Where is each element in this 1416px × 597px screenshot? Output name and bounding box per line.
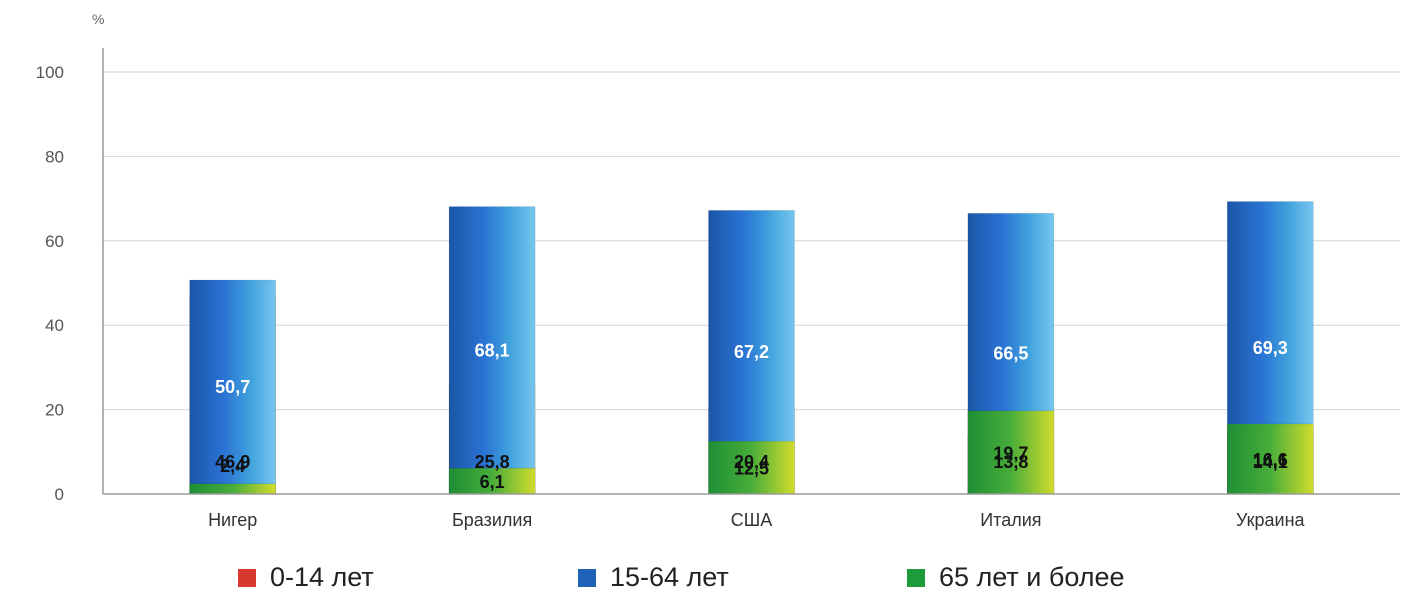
data-label: 2,4 [220,456,245,476]
legend-item-15-64: 15-64 лет [578,562,729,593]
x-tick-label: Украина [1236,510,1306,530]
legend-swatch-red [238,568,256,587]
data-label: 14,1 [1253,452,1288,472]
data-label: 66,5 [993,344,1028,364]
y-tick-label: 100 [36,63,64,82]
stacked-bar-chart: % 0 20 40 60 80 100 46,9 50,7 2,4 25,8 68,1 6,1 20,… [36,11,1400,530]
data-label: 6,1 [480,472,505,492]
y-tick-label: 0 [55,485,64,504]
y-tick-label: 40 [45,316,64,335]
legend-label: 65 лет и более [939,562,1125,592]
y-tick-label: 60 [45,232,64,251]
data-label: 25,8 [475,452,510,472]
legend-swatch-green [907,568,925,587]
bar-segment-65-plus [967,410,1055,495]
data-label: 12,5 [734,459,769,479]
bar-segment-15-64 [189,279,276,495]
y-unit-label: % [92,11,104,27]
bar-segment-15-64 [448,206,536,495]
data-label: 46,9 [215,452,250,472]
legend-label: 0-14 лет [270,562,374,592]
y-tick-label: 80 [45,147,64,166]
legend-item-65-plus: 65 лет и более [907,562,1125,593]
bars [189,201,1314,495]
x-tick-label: Нигер [208,510,257,530]
data-label: 19,7 [993,443,1028,463]
data-label: 68,1 [475,340,510,360]
data-label: 13,8 [993,452,1028,472]
bar-segment-65-plus [708,440,795,495]
x-tick-label: США [731,510,773,530]
data-label: 69,3 [1253,338,1288,358]
legend-swatch-blue [578,568,596,587]
y-axis-ticks: 0 20 40 60 80 100 [36,63,64,504]
legend-item-0-14: 0-14 лет [238,562,374,593]
x-tick-label: Бразилия [452,510,532,530]
data-label: 67,2 [734,342,769,362]
x-tick-label: Италия [980,510,1041,530]
data-label: 16,6 [1253,450,1288,470]
data-label: 20,4 [734,452,769,472]
data-label: 50,7 [215,377,250,397]
data-labels: 46,9 50,7 2,4 25,8 68,1 6,1 20,4 67,2 12,5 13,8 66… [215,338,1288,492]
legend-label: 15-64 лет [610,562,729,592]
bar-segment-65-plus [189,483,276,495]
legend: 0-14 лет 15-64 лет 65 лет и более [0,560,1416,597]
y-tick-label: 20 [45,401,64,420]
bar-segment-65-plus [1227,423,1314,495]
bar-segment-65-plus [448,467,536,495]
x-axis-ticks: Нигер Бразилия США Италия Украина [208,510,1305,530]
